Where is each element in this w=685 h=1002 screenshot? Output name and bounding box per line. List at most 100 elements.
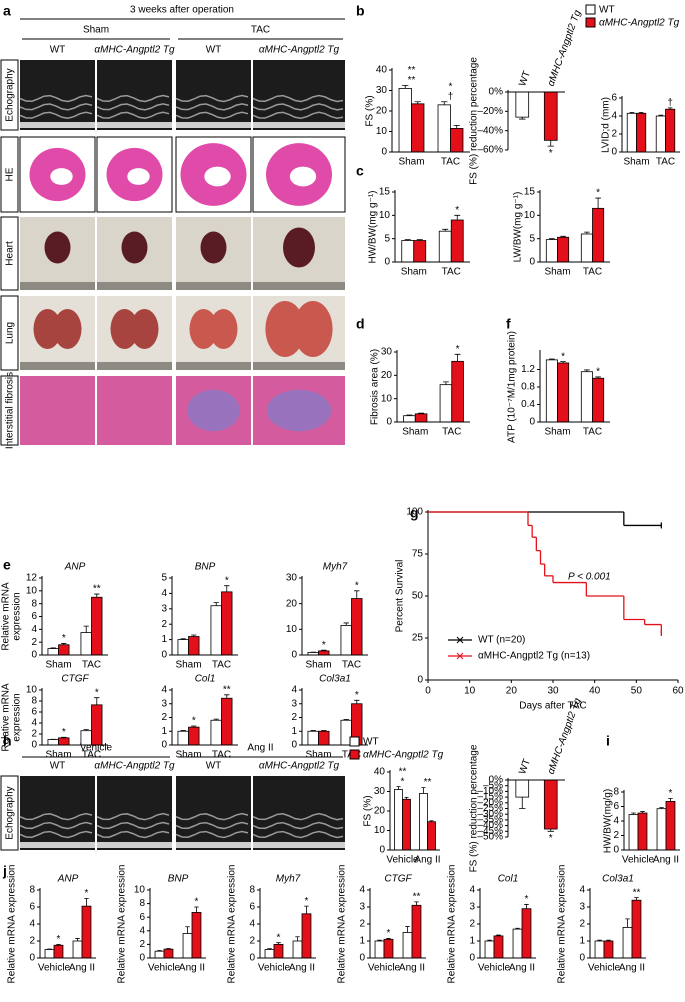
bar [45,950,54,959]
y-tick-label: 6 [31,707,37,718]
error-bar [595,198,601,208]
error-bar [295,937,299,941]
bar [420,793,428,850]
y-tick-label: 8 [613,787,619,798]
y-tick-label: 30 [381,347,393,358]
group-label: TAC [251,25,270,36]
error-bar [84,626,89,632]
legend-swatch [586,18,595,27]
y-tick-label: 2 [291,712,297,723]
significance-mark: † [667,98,673,109]
column-label: WT [206,761,222,772]
bar [92,705,103,745]
error-bar [194,907,198,912]
bar [265,950,274,959]
y-axis-title: Relative mRNA expression [337,865,348,984]
y-tick-label: 2 [161,712,167,723]
x-tick-label: Vehicle [478,963,511,974]
bar [395,790,403,850]
column-label: WT [206,45,222,56]
ruler [253,362,345,370]
he-lumen [204,167,230,187]
he-lumen [50,168,72,185]
bar [319,651,330,655]
y-axis-title: Fibrosis area (%) [370,349,381,425]
y-tick-label: 4 [291,685,297,696]
y-tick-label: 0 [29,953,35,964]
y-tick-label: 0% [489,87,504,98]
bar [581,372,592,422]
fibrosis-patch [187,390,240,431]
x-tick-label: Sham [398,157,424,168]
bar [451,220,463,262]
y-tick-label: 0 [579,953,585,964]
y-tick-label: 0 [529,417,535,428]
bar [428,822,436,850]
significance-mark: ** [424,777,432,788]
x-tick-label: TAC [441,157,460,168]
bar [308,731,319,745]
echo-image [20,776,95,850]
y-tick-label: 4 [249,919,255,930]
bar [632,900,641,958]
y-tick-label: –40% [477,125,503,136]
bar [438,105,450,152]
error-bar [422,788,426,794]
bar [452,361,464,422]
y-tick-label: 5 [529,233,535,244]
echo-band [253,122,345,128]
x-tick-label: αMHC-Angptl2 Tg [546,8,584,88]
y-axis-title: Relative mRNA expression [557,865,568,984]
y-tick-label: 0 [381,147,387,158]
fibrosis-image [97,376,172,445]
he-lumen [127,168,149,185]
x-tick-label: Vehicle [258,963,291,974]
x-tick-label: 60 [672,686,684,697]
bar [546,240,557,262]
bar [637,113,646,152]
x-tick-label: Sham [175,750,201,761]
y-tick-label: 0 [379,845,385,856]
error-bar [454,125,460,128]
x-tick-label: Ang II [414,855,440,866]
x-tick-label: 10 [464,686,476,697]
x-tick-label: Vehicle [368,963,401,974]
bar [192,912,201,958]
echo-band [20,122,95,128]
chart-title: CTGF [61,674,89,685]
bar [189,637,200,655]
y-tick-label: 0 [417,675,423,686]
bar [656,116,665,152]
y-axis-title: FS (%) reduction percentage [469,744,480,872]
significance-mark: ** [408,65,416,76]
x-tick-label: WT [517,70,533,88]
bar [544,92,557,140]
y-tick-label: 6 [139,912,145,923]
lung [131,309,159,349]
error-bar [84,899,88,907]
bar [82,906,91,958]
bar [522,909,531,958]
y-axis-title: Relative mRNA [1,683,12,752]
echo-band [176,122,251,128]
bar [403,933,412,959]
x-tick-label: Ang II [69,963,95,974]
x-tick-label: Ang II [399,963,425,974]
y-tick-label: 20 [376,106,388,117]
y-tick-label: 6 [611,93,617,104]
bar [352,599,363,655]
bar [638,813,647,850]
panel-letter: b [356,3,365,19]
y-tick-label: 40 [376,65,388,76]
column-label: WT [50,761,66,772]
panel-letter: f [506,316,511,332]
lung [293,301,332,357]
significance-mark: * [322,640,326,651]
significance-mark: ** [408,75,416,86]
y-tick-label: 0 [611,147,617,158]
y-tick-label: 0 [161,650,167,661]
x-tick-label: Sham [623,157,649,168]
y-tick-label: 0 [31,650,37,661]
y-tick-label: 5 [161,573,167,584]
bar [81,633,92,655]
